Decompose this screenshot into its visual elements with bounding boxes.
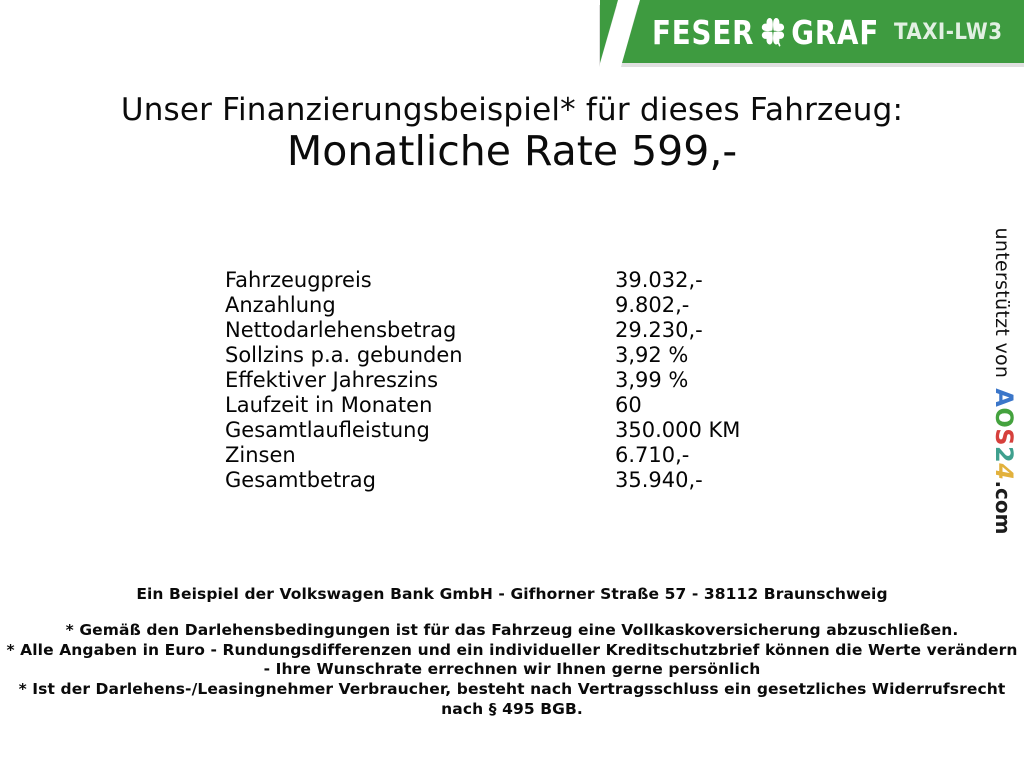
table-row: Sollzins p.a. gebunden 3,92 % [225,343,740,368]
finance-table: Fahrzeugpreis 39.032,- Anzahlung 9.802,- Net… [225,268,740,493]
row-value: 39.032,- [615,268,703,292]
row-value: 350.000 KM [615,418,741,442]
row-label: Laufzeit in Monaten [225,393,433,417]
clover-icon [761,18,784,47]
table-row: Laufzeit in Monaten 60 [225,393,740,418]
banner-background [622,0,1024,63]
aos24-logo: AOS24 [990,388,1018,480]
row-value: 6.710,- [615,443,690,467]
disclaimer-line: * Gemäß den Darlehensbedingungen ist für… [65,621,959,639]
table-row: Fahrzeugpreis 39.032,- [225,268,740,293]
disclaimer-block: * Gemäß den Darlehensbedingungen ist für… [0,621,1024,719]
table-row: Nettodarlehensbetrag 29.230,- [225,318,740,343]
sponsor-prefix: unterstützt von [991,227,1013,379]
aos24-letter: O [990,407,1018,429]
row-label: Fahrzeugpreis [225,268,372,292]
table-row: Gesamtlaufleistung 350.000 KM [225,418,740,443]
row-value: 9.802,- [615,293,690,317]
aos24-letter: A [990,388,1018,408]
row-label: Zinsen [225,443,296,467]
row-label: Gesamtlaufleistung [225,418,430,442]
financing-headline: Unser Finanzierungsbeispiel* für dieses … [120,92,904,128]
table-row: Zinsen 6.710,- [225,443,740,468]
monthly-rate-headline: Monatliche Rate 599,- [286,127,738,175]
brand-word-graf: GRAF [791,12,880,52]
disclaimer-line: * Ist der Darlehens-/Leasingnehmer Verbr… [18,680,1006,699]
vehicle-tag: TAXI-LW3 [894,20,1003,45]
table-row: Anzahlung 9.802,- [225,293,740,318]
row-value: 3,99 % [615,368,689,392]
row-value: 35.940,- [615,468,703,492]
aos24-letter: 2 [990,446,1018,464]
row-label: Sollzins p.a. gebunden [225,343,463,367]
sponsor-domain-suffix: .com [991,480,1015,535]
brand-logo: FESER GRAF [652,12,880,52]
disclaimer-line: * Alle Angaben in Euro - Rundungsdiffere… [6,640,1018,659]
row-label: Nettodarlehensbetrag [225,318,457,342]
table-row: Gesamtbetrag 35.940,- [225,468,740,493]
sponsor-vertical-text: unterstützt von AOS24 .com [990,228,1018,535]
brand-word-feser: FESER [652,12,755,52]
disclaimer-line: nach § 495 BGB. [441,699,583,718]
row-value: 60 [615,393,642,417]
row-label: Effektiver Jahreszins [225,368,439,392]
row-label: Anzahlung [225,293,336,317]
bank-example-line: Ein Beispiel der Volkswagen Bank GmbH - … [136,585,888,603]
aos24-letter: S [990,428,1018,447]
aos24-letter: 4 [990,463,1018,481]
disclaimer-line: - Ihre Wunschrate errechnen wir Ihnen ge… [263,660,761,679]
row-label: Gesamtbetrag [225,468,377,492]
row-value: 3,92 % [615,343,689,367]
table-row: Effektiver Jahreszins 3,99 % [225,368,740,393]
row-value: 29.230,- [615,318,703,342]
